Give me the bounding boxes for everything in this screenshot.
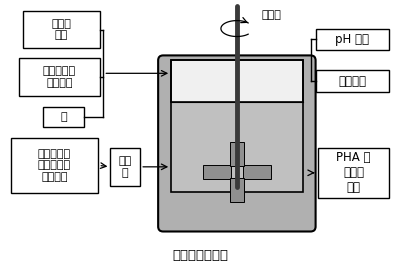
Bar [230, 178, 244, 202]
Bar [42, 107, 84, 127]
Text: 糖蜜或餐厨
垃圾等各种
废弃原料: 糖蜜或餐厨 垃圾等各种 废弃原料 [38, 149, 71, 182]
Text: 嗜盐单
胞菌: 嗜盐单 胞菌 [52, 19, 72, 40]
Bar [243, 165, 271, 179]
Text: 预处
理: 预处 理 [119, 156, 132, 178]
Bar [318, 148, 389, 198]
Bar [171, 60, 303, 192]
Bar [110, 148, 140, 186]
Text: 盐: 盐 [60, 112, 67, 122]
Bar [23, 11, 100, 48]
Text: pH 调节: pH 调节 [336, 33, 370, 46]
Bar [316, 70, 389, 92]
FancyBboxPatch shape [158, 55, 316, 232]
Bar [203, 165, 231, 179]
Text: 温度调节: 温度调节 [338, 75, 366, 88]
Text: 其他营养物
质、空气: 其他营养物 质、空气 [43, 66, 76, 88]
Text: 搅拌器: 搅拌器 [262, 10, 282, 20]
Text: PHA 分
离纯化
制备: PHA 分 离纯化 制备 [336, 151, 371, 194]
Text: 开放式发酵系统: 开放式发酵系统 [172, 249, 228, 262]
Bar [230, 142, 244, 166]
Bar [316, 29, 389, 50]
Bar [171, 102, 303, 192]
Bar [171, 60, 303, 102]
Bar [19, 58, 100, 96]
Bar [11, 138, 98, 193]
